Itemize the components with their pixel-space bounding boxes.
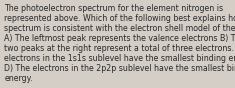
Text: The photoelectron spectrum for the element nitrogen is: The photoelectron spectrum for the eleme… [4, 4, 223, 13]
Text: A) The leftmost peak represents the valence electrons B) The: A) The leftmost peak represents the vale… [4, 34, 235, 43]
Text: electrons in the 1s1s sublevel have the smallest binding energy.: electrons in the 1s1s sublevel have the … [4, 54, 235, 63]
Text: spectrum is consistent with the electron shell model of the atom?: spectrum is consistent with the electron… [4, 24, 235, 33]
Text: two peaks at the right represent a total of three electrons. C) The: two peaks at the right represent a total… [4, 44, 235, 53]
Text: D) The electrons in the 2p2p sublevel have the smallest binding: D) The electrons in the 2p2p sublevel ha… [4, 64, 235, 73]
Text: represented above. Which of the following best explains how the: represented above. Which of the followin… [4, 14, 235, 23]
Text: energy.: energy. [4, 74, 33, 83]
